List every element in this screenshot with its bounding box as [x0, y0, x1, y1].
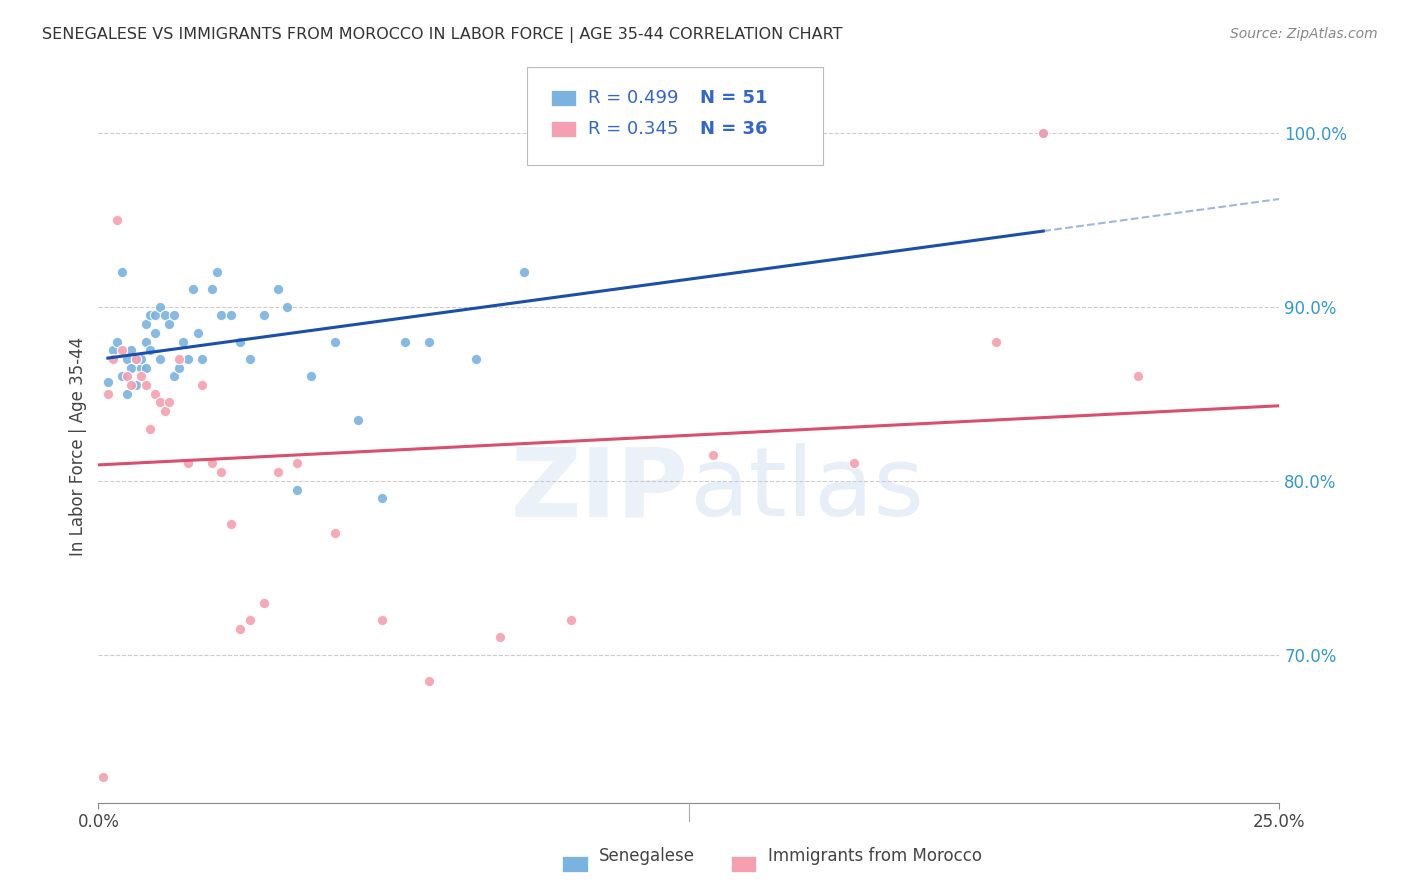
Text: R = 0.345: R = 0.345: [588, 120, 678, 138]
Point: [101, 351, 124, 366]
Point: [984, 334, 1007, 349]
Point: [139, 421, 162, 435]
Point: [181, 282, 204, 296]
Point: [172, 334, 194, 349]
Point: [121, 360, 143, 375]
Point: [97, 375, 120, 389]
Text: atlas: atlas: [689, 443, 924, 536]
Text: SENEGALESE VS IMMIGRANTS FROM MOROCCO IN LABOR FORCE | AGE 35-44 CORRELATION CHA: SENEGALESE VS IMMIGRANTS FROM MOROCCO IN…: [42, 27, 842, 43]
Point: [129, 369, 152, 384]
Point: [157, 395, 180, 409]
Point: [253, 596, 276, 610]
Point: [135, 334, 157, 349]
Point: [149, 351, 172, 366]
Point: [139, 309, 162, 323]
Point: [187, 326, 209, 340]
Point: [111, 265, 134, 279]
Point: [276, 300, 298, 314]
Text: N = 36: N = 36: [700, 120, 768, 138]
Point: [91, 770, 114, 784]
Point: [153, 404, 176, 418]
Point: [394, 334, 416, 349]
Point: [111, 343, 134, 358]
Point: [229, 334, 252, 349]
Text: Source: ZipAtlas.com: Source: ZipAtlas.com: [1230, 27, 1378, 41]
Point: [1126, 369, 1149, 384]
Point: [239, 351, 262, 366]
Y-axis label: In Labor Force | Age 35-44: In Labor Force | Age 35-44: [69, 336, 87, 556]
Point: [101, 343, 124, 358]
Point: [418, 334, 440, 349]
Point: [143, 309, 166, 323]
Point: [177, 457, 200, 471]
Point: [1032, 126, 1054, 140]
Point: [121, 378, 143, 392]
Point: [323, 334, 346, 349]
Point: [489, 631, 512, 645]
Point: [219, 517, 242, 532]
Text: R = 0.499: R = 0.499: [588, 89, 678, 107]
Point: [135, 360, 157, 375]
Point: [844, 457, 866, 471]
Text: Immigrants from Morocco: Immigrants from Morocco: [768, 847, 981, 865]
Point: [97, 386, 120, 401]
Point: [201, 457, 224, 471]
Point: [125, 351, 148, 366]
Point: [129, 351, 152, 366]
Point: [209, 465, 232, 479]
Point: [702, 448, 724, 462]
Point: [465, 351, 488, 366]
Text: N = 51: N = 51: [700, 89, 768, 107]
Point: [253, 309, 276, 323]
Point: [205, 265, 228, 279]
Point: [201, 282, 224, 296]
Point: [115, 351, 138, 366]
Point: [209, 309, 232, 323]
Point: [105, 334, 128, 349]
Point: [143, 326, 166, 340]
Point: [135, 317, 157, 331]
Point: [418, 673, 440, 688]
Point: [239, 613, 262, 627]
Point: [105, 212, 128, 227]
Text: ZIP: ZIP: [510, 443, 689, 536]
Point: [191, 351, 214, 366]
Point: [285, 457, 308, 471]
Point: [219, 309, 242, 323]
Point: [143, 386, 166, 401]
Point: [163, 309, 186, 323]
Point: [371, 491, 394, 506]
Point: [157, 317, 180, 331]
Point: [229, 622, 252, 636]
Point: [267, 465, 290, 479]
Point: [177, 351, 200, 366]
Point: [135, 378, 157, 392]
Point: [347, 413, 370, 427]
Point: [149, 395, 172, 409]
Point: [115, 369, 138, 384]
Point: [125, 351, 148, 366]
Point: [167, 360, 190, 375]
Point: [512, 265, 534, 279]
Point: [125, 378, 148, 392]
Point: [191, 378, 214, 392]
Point: [153, 309, 176, 323]
Point: [149, 300, 172, 314]
Point: [115, 386, 138, 401]
Point: [121, 343, 143, 358]
Point: [163, 369, 186, 384]
Point: [323, 526, 346, 541]
Point: [267, 282, 290, 296]
Point: [139, 343, 162, 358]
Point: [299, 369, 322, 384]
Point: [560, 613, 582, 627]
Point: [111, 369, 134, 384]
Point: [1032, 126, 1054, 140]
Point: [285, 483, 308, 497]
Point: [129, 360, 152, 375]
Point: [167, 351, 190, 366]
Point: [371, 613, 394, 627]
Text: Senegalese: Senegalese: [599, 847, 695, 865]
